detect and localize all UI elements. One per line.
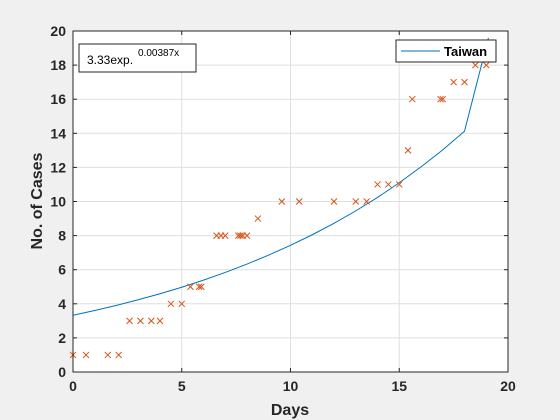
data-point-marker xyxy=(243,232,251,239)
fit-curve-line xyxy=(72,37,489,316)
y-tick-label: 4 xyxy=(58,296,66,312)
data-point-marker xyxy=(408,95,416,103)
data-point-marker xyxy=(147,317,155,325)
y-tick-label: 16 xyxy=(50,91,66,107)
data-point-marker xyxy=(82,351,90,359)
y-tick-label: 6 xyxy=(58,262,66,278)
data-point-marker xyxy=(115,351,123,359)
data-point-marker xyxy=(461,78,468,86)
data-point-marker xyxy=(167,300,175,308)
data-point-marker xyxy=(187,283,194,291)
data-point-marker xyxy=(437,95,444,103)
y-tick-label: 18 xyxy=(50,57,66,73)
data-point-marker xyxy=(295,198,303,205)
legend: Taiwan xyxy=(395,39,497,63)
data-point-marker xyxy=(156,317,164,325)
y-tick-label: 10 xyxy=(50,194,66,210)
data-point-marker xyxy=(221,232,229,239)
y-tick-label: 20 xyxy=(50,23,66,39)
y-axis-label: No. of Cases xyxy=(29,152,46,249)
data-point-marker xyxy=(352,198,360,205)
data-point-marker xyxy=(363,198,370,205)
data-point-marker xyxy=(330,198,338,205)
data-point-marker xyxy=(195,283,203,291)
data-point-marker xyxy=(126,317,133,325)
x-tick-label: 10 xyxy=(283,378,299,394)
annotation-exponent: 0.00387x xyxy=(138,48,179,59)
x-tick-label: 20 xyxy=(500,378,516,394)
tick-labels: 0 5 10 15 20 0 2 4 6 8 10 12 14 16 18 20 xyxy=(50,23,516,394)
ticks xyxy=(72,30,509,373)
y-tick-label: 0 xyxy=(58,364,66,380)
data-point-marker xyxy=(450,78,457,86)
x-axis-label: Days xyxy=(271,402,309,419)
grid xyxy=(73,31,508,372)
data-point-marker xyxy=(254,215,262,222)
data-point-marker xyxy=(374,181,381,188)
y-tick-label: 8 xyxy=(58,228,66,244)
data-point-marker xyxy=(482,61,490,69)
annotation-box xyxy=(78,43,197,73)
data-point-marker xyxy=(395,181,403,188)
y-tick-label: 14 xyxy=(50,125,66,141)
x-tick-label: 0 xyxy=(69,378,77,394)
data-point-marker xyxy=(237,232,244,239)
x-tick-label: 5 xyxy=(178,378,186,394)
x-tick-label: 15 xyxy=(391,378,407,394)
data-point-marker xyxy=(439,95,447,103)
legend-label: Taiwan xyxy=(444,44,487,59)
y-tick-label: 2 xyxy=(58,330,66,346)
fit-annotation: 3.33exp. 0.00387x xyxy=(78,43,197,73)
y-tick-label: 12 xyxy=(50,159,66,175)
legend-box xyxy=(395,39,497,63)
data-point-marker xyxy=(137,317,144,325)
annotation-base: 3.33exp. xyxy=(87,53,133,67)
data-point-marker xyxy=(472,61,479,69)
data-point-marker xyxy=(385,181,392,188)
data-point-marker xyxy=(404,146,412,154)
data-point-marker xyxy=(197,283,205,291)
data-point-marker xyxy=(178,300,186,308)
plot-series xyxy=(69,37,490,359)
data-point-marker xyxy=(104,351,112,359)
data-point-marker xyxy=(278,198,286,205)
